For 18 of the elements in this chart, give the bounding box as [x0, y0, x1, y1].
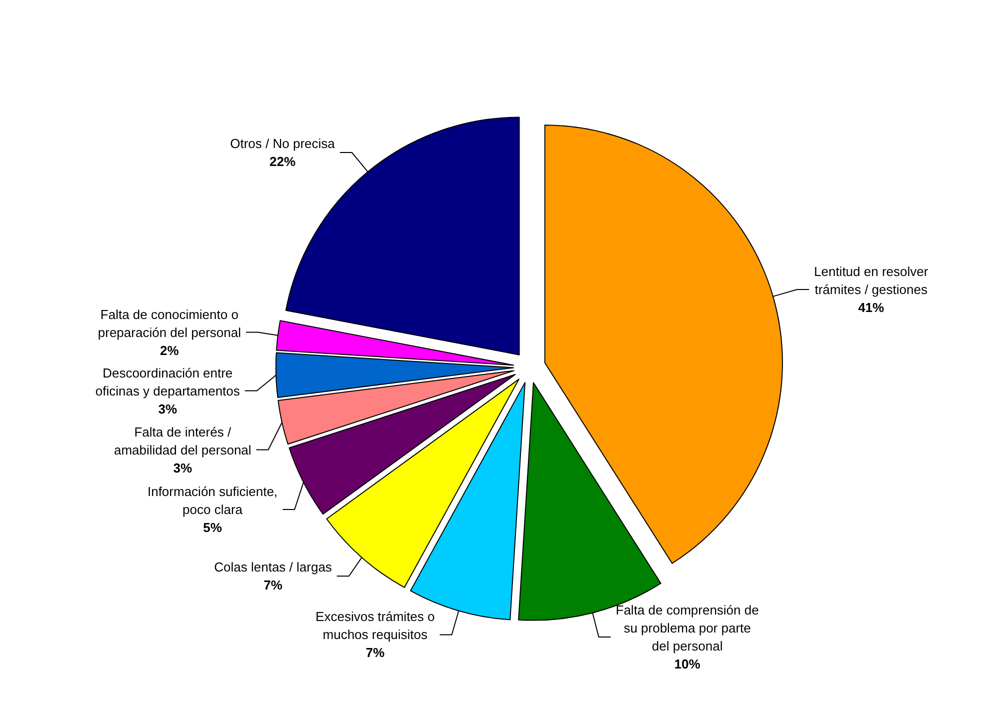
- data-label: 2%: [160, 342, 180, 358]
- data-label: 7%: [264, 578, 283, 593]
- slice-label: Falta de comprensión de su problema por parte del personal: [616, 602, 759, 654]
- slice-label: Lentitud en resolver trámites / gestiones: [814, 264, 929, 297]
- data-label: 41%: [858, 300, 885, 315]
- data-label: 7%: [366, 645, 385, 660]
- slice-label: Excesivos trámites o muchos requisitos: [316, 609, 435, 642]
- data-label: 3%: [158, 401, 178, 416]
- data-label: 22%: [269, 154, 296, 170]
- slice-label: Otros / No precisa: [230, 136, 336, 152]
- data-label: 10%: [674, 656, 701, 672]
- slice-label: Colas lentas / largas: [214, 560, 332, 575]
- slice-label: Descoordinación entre oficinas y departamentos: [95, 365, 240, 398]
- slice-label: Información suficiente, poco clara: [147, 484, 278, 518]
- data-label: 5%: [203, 520, 222, 536]
- slice-label: Falta de conocimiento o preparación del personal: [98, 306, 242, 340]
- data-label: 3%: [173, 460, 192, 476]
- slice-label: Falta de interés / amabilidad del personal: [114, 424, 252, 458]
